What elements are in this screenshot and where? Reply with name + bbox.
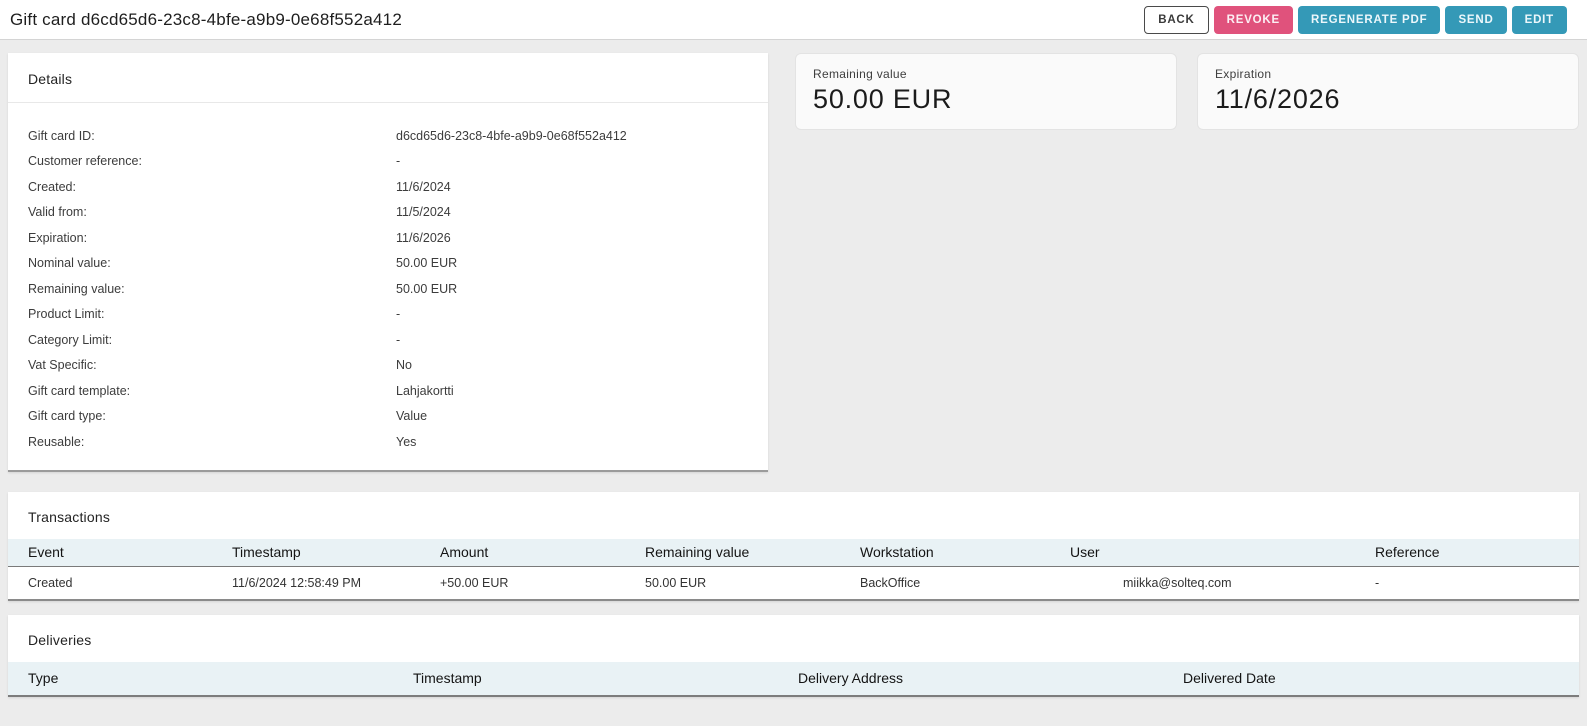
detail-row-valid-from: Valid from: 11/5/2024 (28, 200, 748, 226)
summary-cards: Remaining value 50.00 EUR Expiration 11/6/2… (795, 53, 1579, 130)
detail-row-reusable: Reusable: Yes (28, 429, 748, 455)
detail-row-vat-specific: Vat Specific: No (28, 353, 748, 379)
detail-value: - (396, 307, 401, 322)
detail-value: No (396, 358, 412, 373)
transactions-panel-title: Transactions (28, 508, 111, 525)
detail-value: 50.00 EUR (396, 281, 458, 296)
detail-label: Vat Specific: (28, 358, 97, 373)
detail-value: 11/6/2026 (396, 230, 451, 245)
header-actions: BACK REVOKE REGENERATE PDF SEND EDIT (1144, 5, 1567, 34)
deliveries-table: Type Timestamp Delivery Address Delivered D… (8, 661, 1579, 697)
table-cell: 50.00 EUR (625, 566, 840, 601)
detail-value: Value (396, 409, 428, 424)
table-cell: 11/6/2024 12:58:49 PM (212, 566, 420, 601)
table-cell: - (1355, 566, 1579, 601)
transactions-header-row: Event Timestamp Amount Remaining value Works… (8, 538, 1579, 567)
detail-row-created: Created: 11/6/2024 (28, 174, 748, 200)
table-cell: Created (8, 566, 212, 601)
page-title: Gift card d6cd65d6-23c8-4bfe-a9b9-0e68f5… (10, 9, 402, 29)
column-header-reference: Reference (1355, 538, 1579, 567)
column-header-delivery-address: Delivery Address (778, 661, 1163, 697)
column-header-type: Type (8, 661, 393, 697)
detail-label: Nominal value: (28, 256, 111, 271)
detail-label: Gift card template: (28, 383, 131, 398)
column-header-user: User (1050, 538, 1355, 567)
detail-label: Created: (28, 179, 76, 194)
detail-value: Yes (396, 434, 417, 449)
detail-label: Remaining value: (28, 281, 125, 296)
detail-row-expiration: Expiration: 11/6/2026 (28, 225, 748, 251)
detail-label: Gift card ID: (28, 128, 95, 143)
detail-label: Customer reference: (28, 154, 142, 169)
table-row: Created 11/6/2024 12:58:49 PM +50.00 EUR 50… (8, 566, 1579, 601)
transactions-table-header: Event Timestamp Amount Remaining value Works… (8, 538, 1579, 567)
details-panel: Details Gift card ID: d6cd65d6-23c8-4bfe-… (8, 53, 768, 472)
detail-row-gift-card-type: Gift card type: Value (28, 404, 748, 430)
card-value: 50.00 EUR (813, 84, 953, 114)
details-rows: Gift card ID: d6cd65d6-23c8-4bfe-a9b9-0e6… (8, 103, 768, 470)
detail-value: - (396, 332, 401, 347)
column-header-amount: Amount (420, 538, 625, 567)
transactions-panel: Transactions Event Timestamp Amount Remaini… (8, 491, 1579, 601)
send-button[interactable]: SEND (1445, 5, 1507, 34)
details-panel-title: Details (8, 53, 768, 103)
column-header-event: Event (8, 538, 212, 567)
detail-row-customer-reference: Customer reference: - (28, 149, 748, 175)
transactions-table-body: Created 11/6/2024 12:58:49 PM +50.00 EUR 50… (8, 566, 1579, 601)
detail-row-product-limit: Product Limit: - (28, 302, 748, 328)
card-label: Expiration (1215, 67, 1272, 81)
deliveries-table-header: Type Timestamp Delivery Address Delivered D… (8, 661, 1579, 697)
card-value: 11/6/2026 (1215, 84, 1341, 114)
detail-label: Expiration: (28, 230, 88, 245)
column-header-remaining-value: Remaining value (625, 538, 840, 567)
detail-label: Reusable: (28, 434, 85, 449)
column-header-timestamp: Timestamp (393, 661, 778, 697)
detail-label: Product Limit: (28, 307, 105, 322)
detail-value: Lahjakortti (396, 383, 454, 398)
table-cell: miikka@solteq.com (1050, 566, 1355, 601)
revoke-button[interactable]: REVOKE (1213, 5, 1294, 34)
detail-row-category-limit: Category Limit: - (28, 327, 748, 353)
detail-row-gift-card-template: Gift card template: Lahjakortti (28, 378, 748, 404)
remaining-value-card: Remaining value 50.00 EUR (795, 53, 1177, 130)
regenerate-pdf-button[interactable]: REGENERATE PDF (1298, 5, 1441, 34)
table-cell: BackOffice (840, 566, 1050, 601)
deliveries-panel: Deliveries Type Timestamp Delivery Address… (8, 614, 1579, 697)
top-bar: Gift card d6cd65d6-23c8-4bfe-a9b9-0e68f5… (0, 0, 1587, 40)
deliveries-header-row: Type Timestamp Delivery Address Delivered D… (8, 661, 1579, 697)
transactions-table: Event Timestamp Amount Remaining value Works… (8, 538, 1579, 601)
column-header-timestamp: Timestamp (212, 538, 420, 567)
back-button[interactable]: BACK (1144, 5, 1209, 34)
column-header-workstation: Workstation (840, 538, 1050, 567)
detail-label: Valid from: (28, 205, 87, 220)
card-label: Remaining value (813, 67, 907, 81)
deliveries-panel-title: Deliveries (28, 631, 92, 648)
table-cell: +50.00 EUR (420, 566, 625, 601)
expiration-card: Expiration 11/6/2026 (1197, 53, 1579, 130)
detail-value: - (396, 154, 401, 169)
detail-row-gift-card-id: Gift card ID: d6cd65d6-23c8-4bfe-a9b9-0e6… (28, 123, 748, 149)
detail-label: Gift card type: (28, 409, 106, 424)
detail-value: 11/5/2024 (396, 205, 451, 220)
detail-label: Category Limit: (28, 332, 113, 347)
detail-value: 11/6/2024 (396, 179, 451, 194)
top-row: Details Gift card ID: d6cd65d6-23c8-4bfe-… (8, 53, 1579, 472)
detail-row-remaining-value: Remaining value: 50.00 EUR (28, 276, 748, 302)
main-content: Details Gift card ID: d6cd65d6-23c8-4bfe-… (0, 40, 1587, 697)
detail-value: d6cd65d6-23c8-4bfe-a9b9-0e68f552a412 (396, 128, 627, 143)
detail-value: 50.00 EUR (396, 256, 458, 271)
column-header-delivered-date: Delivered Date (1163, 661, 1579, 697)
edit-button[interactable]: EDIT (1511, 5, 1567, 34)
detail-row-nominal-value: Nominal value: 50.00 EUR (28, 251, 748, 277)
